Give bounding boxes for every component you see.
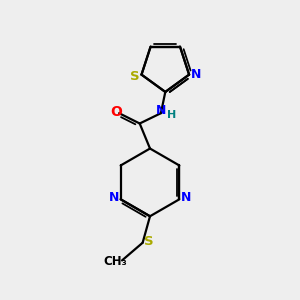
Text: S: S [144,235,154,248]
Text: S: S [130,70,140,83]
Text: N: N [156,104,167,117]
Text: N: N [109,191,119,204]
Text: O: O [110,105,122,119]
Text: N: N [190,68,201,81]
Text: CH₃: CH₃ [104,255,128,268]
Text: N: N [181,191,191,204]
Text: H: H [167,110,176,120]
